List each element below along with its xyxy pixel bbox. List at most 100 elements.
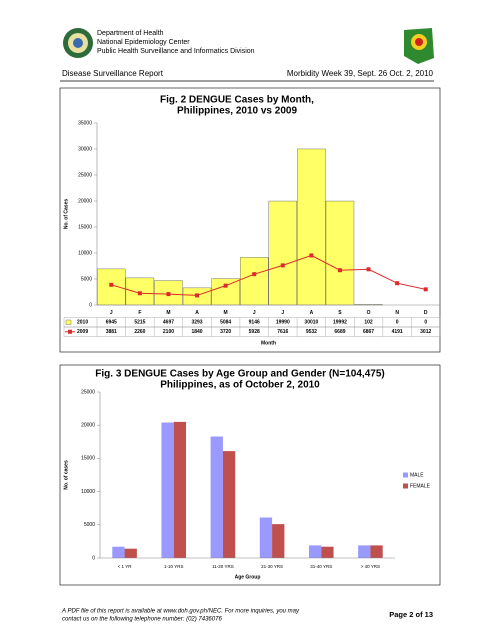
table-value: 3293 <box>191 320 202 326</box>
bar <box>272 524 285 558</box>
table-value: 19990 <box>276 320 290 326</box>
footer-line: A PDF file of this report is available a… <box>61 609 300 615</box>
y-tick-label: 0 <box>89 302 92 308</box>
y-axis-label: No. of Cases <box>63 199 69 230</box>
marker <box>166 292 171 297</box>
header-line: National Epidemiology Center <box>97 39 190 46</box>
marker <box>337 268 342 273</box>
y-tick-label: 5000 <box>81 276 92 282</box>
x-axis-label: Month <box>261 340 276 346</box>
y-tick-label: 35000 <box>78 120 92 126</box>
legend-swatch <box>403 483 408 489</box>
x-tick-label: N <box>395 310 399 316</box>
y-tick-label: 15000 <box>81 456 95 462</box>
x-tick-label: D <box>424 310 428 316</box>
bar <box>173 421 187 558</box>
chart-frame <box>59 364 441 586</box>
bar <box>97 268 126 306</box>
chart-title: Fig. 2 DENGUE Cases by Month, <box>160 95 314 106</box>
legend-label: MALE <box>410 472 424 478</box>
bar <box>259 517 273 558</box>
bar <box>210 436 223 558</box>
marker <box>223 283 228 288</box>
x-tick-label: < 1 YR <box>118 564 133 569</box>
bar <box>297 148 326 306</box>
table-value: 19992 <box>333 320 347 326</box>
logo-left <box>63 28 93 58</box>
table-value: 0 <box>424 320 427 326</box>
x-tick-label: S <box>338 310 342 316</box>
y-tick-label: 5000 <box>84 522 95 528</box>
legend-label: 2009 <box>77 329 88 335</box>
chart-frame <box>59 87 441 353</box>
legend-label: 2010 <box>77 320 88 326</box>
y-tick-label: 25000 <box>81 389 95 395</box>
chart-title: Philippines, as of October 2, 2010 <box>160 380 320 391</box>
bar <box>240 257 269 306</box>
bar <box>321 546 334 558</box>
marker <box>395 281 400 286</box>
marker <box>366 267 371 272</box>
page-number: Page 2 of 13 <box>389 610 433 619</box>
table-value: 6689 <box>334 329 345 335</box>
table-value: 9146 <box>249 320 260 326</box>
table-value: 5215 <box>134 320 145 326</box>
x-tick-label: 1-10 YRS <box>164 564 183 569</box>
x-tick-label: 21-30 YRS <box>261 564 283 569</box>
x-tick-label: > 40 YRS <box>361 564 380 569</box>
bar <box>222 451 236 558</box>
chart-title: Fig. 3 DENGUE Cases by Age Group and Gen… <box>95 369 384 380</box>
marker <box>280 263 285 268</box>
y-tick-label: 10000 <box>81 489 95 495</box>
table-value: 6867 <box>363 329 374 335</box>
bar <box>112 546 125 558</box>
marker <box>195 293 200 298</box>
table-value: 4191 <box>392 329 403 335</box>
bar <box>211 278 240 306</box>
table-value: 0 <box>396 320 399 326</box>
y-tick-label: 15000 <box>78 224 92 230</box>
legend-marker <box>68 329 72 334</box>
report-name: Disease Surveillance Report <box>62 69 164 78</box>
header-line: Department of Health <box>97 30 164 37</box>
x-tick-label: O <box>367 310 371 316</box>
table-value: 2260 <box>134 329 145 335</box>
table-value: 7616 <box>277 329 288 335</box>
legend-swatch <box>65 319 72 325</box>
y-tick-label: 25000 <box>78 172 92 178</box>
x-tick-label: 11-20 YRS <box>212 564 234 569</box>
bar <box>370 545 383 558</box>
table-row <box>63 326 441 337</box>
marker <box>137 291 142 296</box>
table-value: 1840 <box>191 329 202 335</box>
table-value: 3012 <box>420 329 431 335</box>
y-tick-label: 30000 <box>78 146 92 152</box>
x-tick-label: M <box>224 310 228 316</box>
table-value: 102 <box>364 320 373 326</box>
marker <box>109 282 114 287</box>
table-value: 4697 <box>163 320 174 326</box>
x-tick-label: A <box>310 310 314 316</box>
table-value: 9532 <box>306 329 317 335</box>
legend-label: FEMALE <box>410 483 431 489</box>
y-tick-label: 0 <box>92 555 95 561</box>
x-tick-label: J <box>253 310 256 316</box>
bar <box>325 200 355 306</box>
x-tick-label: M <box>166 310 170 316</box>
x-tick-label: J <box>110 310 113 316</box>
line <box>111 254 426 296</box>
x-tick-label: 31-40 YRS <box>310 564 332 569</box>
bar <box>161 422 174 558</box>
x-tick-label: J <box>281 310 284 316</box>
report-week: Morbidity Week 39, Sept. 26 Oct. 2, 2010 <box>287 69 434 78</box>
x-tick-label: A <box>195 310 199 316</box>
y-tick-label: 10000 <box>78 250 92 256</box>
legend-swatch <box>403 472 408 478</box>
y-tick-label: 20000 <box>78 198 92 204</box>
table-value: 30010 <box>304 320 318 326</box>
table-value: 3720 <box>220 329 231 335</box>
table-value: 3881 <box>106 329 117 335</box>
y-axis-label: No. of cases <box>63 460 69 490</box>
footer-line: contact us on the following telephone nu… <box>62 617 222 623</box>
